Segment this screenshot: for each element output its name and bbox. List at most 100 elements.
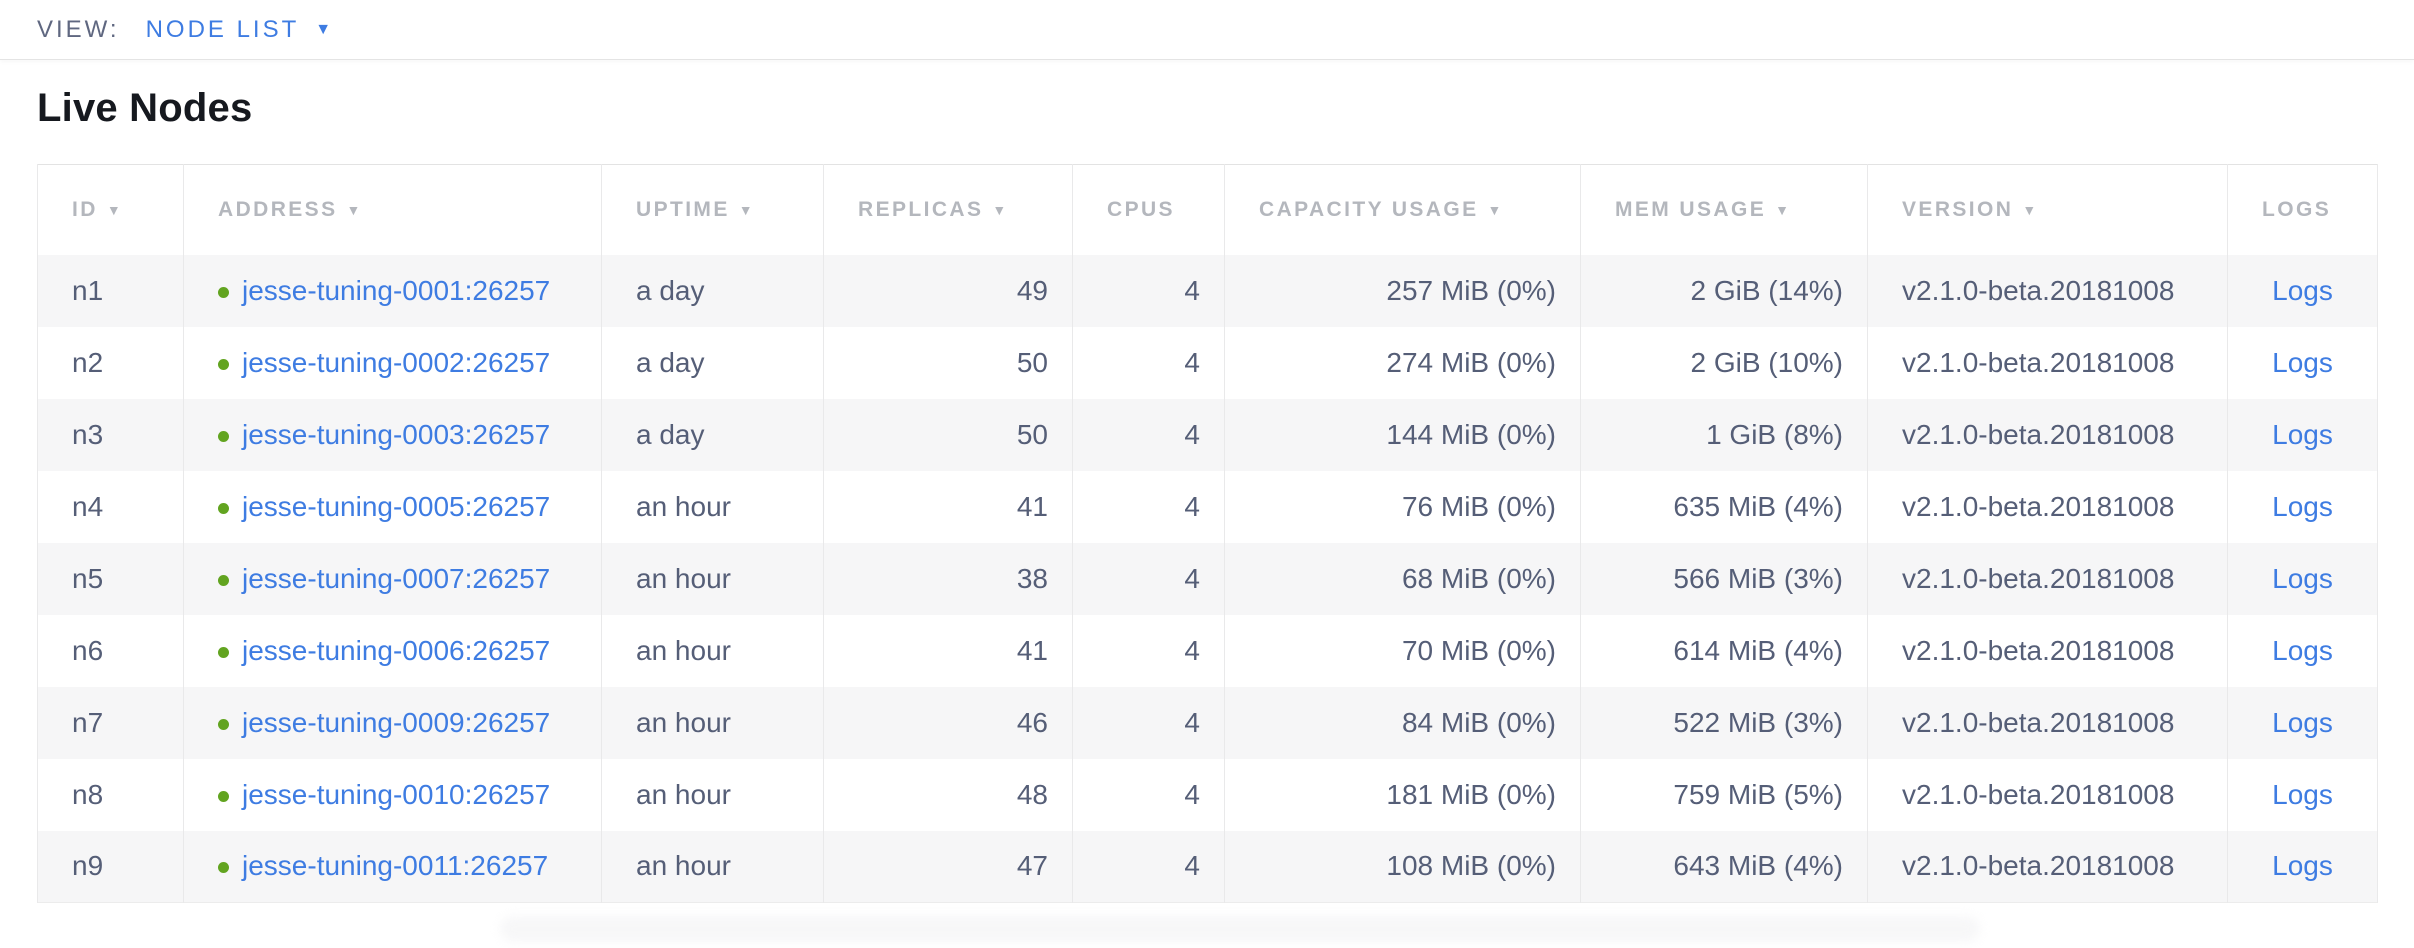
- column-header-mem[interactable]: MEM USAGE ▼: [1580, 164, 1868, 255]
- cell-value: 84 MiB (0%): [1401, 706, 1556, 738]
- cell-cpus: 4: [1072, 254, 1225, 327]
- cell-value: v2.1.0-beta.20181008: [1902, 634, 2175, 666]
- cell-capacity: 76 MiB (0%): [1224, 470, 1581, 543]
- node-live-status-icon: [218, 286, 229, 298]
- cell-uptime: a day: [601, 254, 824, 327]
- node-address-link[interactable]: jesse-tuning-0011:26257: [242, 850, 549, 882]
- cell-value: 4: [1184, 346, 1200, 378]
- node-address-link[interactable]: jesse-tuning-0007:26257: [242, 562, 551, 594]
- column-header-label: CAPACITY USAGE: [1259, 197, 1479, 221]
- sort-arrow-icon: ▼: [1487, 201, 1504, 218]
- table-row: n9 jesse-tuning-0011:26257 an hour 47 4 108 M…: [37, 830, 2378, 903]
- node-address-link[interactable]: jesse-tuning-0010:26257: [242, 778, 551, 810]
- column-header-label: VERSION: [1902, 197, 2014, 221]
- cell-value: 50: [1016, 418, 1048, 450]
- column-header-address[interactable]: ADDRESS ▼: [183, 164, 602, 255]
- cell-uptime: an hour: [601, 830, 824, 903]
- cell-value: an hour: [636, 778, 731, 810]
- cell-address: jesse-tuning-0007:26257: [183, 542, 602, 615]
- cell-value: 2 GiB (14%): [1690, 274, 1844, 306]
- cell-value: v2.1.0-beta.20181008: [1902, 490, 2175, 522]
- horizontal-scrollbar[interactable]: [500, 916, 1980, 942]
- column-header-replicas[interactable]: REPLICAS ▼: [823, 164, 1073, 255]
- logs-link[interactable]: Logs: [2272, 346, 2333, 378]
- main-content: Live Nodes ID ▼ ADDRESS ▼ UPTIME ▼ REPLICAS ▼ CP…: [0, 84, 2414, 903]
- cell-value: 4: [1184, 562, 1200, 594]
- cell-value: v2.1.0-beta.20181008: [1902, 346, 2175, 378]
- node-address-link[interactable]: jesse-tuning-0001:26257: [242, 274, 551, 306]
- cell-value: v2.1.0-beta.20181008: [1902, 778, 2175, 810]
- cell-replicas: 41: [823, 614, 1073, 687]
- cell-replicas: 49: [823, 254, 1073, 327]
- cell-value: n7: [72, 706, 104, 738]
- logs-link[interactable]: Logs: [2272, 634, 2333, 666]
- cell-uptime: an hour: [601, 758, 824, 831]
- cell-logs: Logs: [2227, 830, 2378, 903]
- sort-arrow-icon: ▼: [346, 201, 363, 218]
- node-live-status-icon: [218, 646, 229, 658]
- logs-link[interactable]: Logs: [2272, 850, 2333, 882]
- column-header-logs: LOGS: [2227, 164, 2378, 255]
- cell-logs: Logs: [2227, 758, 2378, 831]
- cell-value: 48: [1016, 778, 1048, 810]
- cell-id: n2: [37, 326, 184, 399]
- table-row: n3 jesse-tuning-0003:26257 a day 50 4 144 MiB…: [37, 398, 2378, 471]
- node-address-link[interactable]: jesse-tuning-0009:26257: [242, 706, 551, 738]
- cell-version: v2.1.0-beta.20181008: [1867, 470, 2228, 543]
- cell-replicas: 41: [823, 470, 1073, 543]
- cell-id: n5: [37, 542, 184, 615]
- node-address-link[interactable]: jesse-tuning-0002:26257: [242, 346, 551, 378]
- cell-value: 566 MiB (3%): [1673, 562, 1843, 594]
- table-row: n7 jesse-tuning-0009:26257 an hour 46 4 84 Mi…: [37, 686, 2378, 759]
- node-address-link[interactable]: jesse-tuning-0006:26257: [242, 634, 551, 666]
- column-header-label: LOGS: [2262, 197, 2332, 221]
- column-header-capacity[interactable]: CAPACITY USAGE ▼: [1224, 164, 1581, 255]
- cell-mem: 522 MiB (3%): [1580, 686, 1868, 759]
- column-header-version[interactable]: VERSION ▼: [1867, 164, 2228, 255]
- cell-cpus: 4: [1072, 758, 1225, 831]
- cell-value: an hour: [636, 562, 731, 594]
- cell-capacity: 84 MiB (0%): [1224, 686, 1581, 759]
- cell-version: v2.1.0-beta.20181008: [1867, 398, 2228, 471]
- cell-value: 41: [1016, 634, 1048, 666]
- cell-capacity: 68 MiB (0%): [1224, 542, 1581, 615]
- cell-replicas: 50: [823, 398, 1073, 471]
- node-address-link[interactable]: jesse-tuning-0003:26257: [242, 418, 551, 450]
- sort-arrow-icon: ▼: [106, 201, 124, 218]
- cell-value: a day: [636, 418, 705, 450]
- logs-link[interactable]: Logs: [2272, 778, 2333, 810]
- column-header-label: ADDRESS: [218, 197, 338, 221]
- view-selector-dropdown[interactable]: NODE LIST ▼: [146, 16, 332, 44]
- logs-link[interactable]: Logs: [2272, 562, 2333, 594]
- cell-value: v2.1.0-beta.20181008: [1902, 706, 2175, 738]
- column-header-label: ID: [72, 197, 98, 221]
- cell-value: 759 MiB (5%): [1673, 778, 1843, 810]
- cell-value: 47: [1016, 850, 1048, 882]
- cell-id: n8: [37, 758, 184, 831]
- view-bar: VIEW: NODE LIST ▼: [0, 0, 2414, 60]
- cell-value: 522 MiB (3%): [1673, 706, 1843, 738]
- logs-link[interactable]: Logs: [2272, 274, 2333, 306]
- logs-link[interactable]: Logs: [2272, 490, 2333, 522]
- cell-version: v2.1.0-beta.20181008: [1867, 758, 2228, 831]
- column-header-uptime[interactable]: UPTIME ▼: [601, 164, 824, 255]
- chevron-down-icon: ▼: [315, 20, 332, 38]
- cell-capacity: 144 MiB (0%): [1224, 398, 1581, 471]
- logs-link[interactable]: Logs: [2272, 706, 2333, 738]
- cell-address: jesse-tuning-0006:26257: [183, 614, 602, 687]
- cell-value: 108 MiB (0%): [1386, 850, 1556, 882]
- cell-value: 635 MiB (4%): [1673, 490, 1843, 522]
- node-address-link[interactable]: jesse-tuning-0005:26257: [242, 490, 551, 522]
- cell-logs: Logs: [2227, 254, 2378, 327]
- cell-value: n8: [72, 778, 104, 810]
- logs-link[interactable]: Logs: [2272, 418, 2333, 450]
- cell-value: 41: [1016, 490, 1048, 522]
- cell-id: n9: [37, 830, 184, 903]
- cell-cpus: 4: [1072, 470, 1225, 543]
- nodes-table-body: n1 jesse-tuning-0001:26257 a day 49 4 257 MiB…: [37, 254, 2378, 903]
- column-header-id[interactable]: ID ▼: [37, 164, 184, 255]
- table-row: n5 jesse-tuning-0007:26257 an hour 38 4 68 Mi…: [37, 542, 2378, 615]
- cell-mem: 635 MiB (4%): [1580, 470, 1868, 543]
- node-live-status-icon: [218, 430, 229, 442]
- cell-address: jesse-tuning-0003:26257: [183, 398, 602, 471]
